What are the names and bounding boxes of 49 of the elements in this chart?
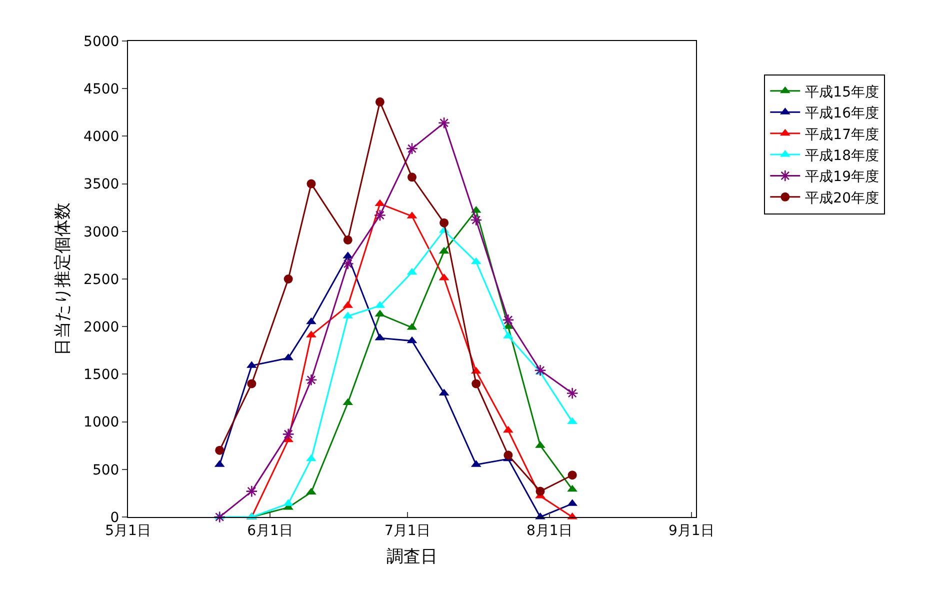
legend-label: 平成15年度 [805, 84, 879, 100]
point [374, 209, 386, 222]
y-tick-label: 1000 [84, 414, 120, 431]
x-tick-label: 5月1日 [105, 522, 151, 539]
point [440, 218, 449, 228]
legend-label: 平成20年度 [805, 190, 879, 206]
y-tick-label: 4500 [84, 82, 120, 98]
point [502, 314, 514, 326]
legend-label: 平成16年度 [805, 106, 879, 122]
point [284, 274, 293, 284]
point [504, 450, 513, 460]
y-tick-label: 4000 [84, 129, 120, 146]
point [536, 486, 545, 496]
x-tick-label: 7月1日 [384, 522, 430, 539]
point [568, 470, 577, 480]
point [305, 374, 318, 386]
y-tick-label: 1500 [84, 367, 120, 384]
point [306, 317, 316, 324]
point [343, 235, 352, 244]
point [247, 379, 256, 388]
point [406, 142, 418, 155]
y-tick-label: 3500 [84, 176, 120, 193]
x-tick-label: 9月1日 [668, 522, 714, 539]
legend-label: 平成19年度 [805, 169, 879, 186]
point [282, 428, 294, 440]
y-tick-label: 500 [92, 462, 120, 478]
point [534, 364, 546, 376]
x-tick-label: 8月1日 [526, 522, 572, 539]
point [214, 510, 226, 524]
y-tick-label: 2500 [84, 272, 120, 288]
legend-label: 平成17年度 [805, 126, 879, 143]
point [306, 179, 316, 188]
y-axis-title: 日当たり推定個体数 [53, 202, 74, 356]
x-axis-title: 調査日 [386, 547, 438, 568]
y-tick-label: 2000 [84, 320, 120, 336]
point [408, 172, 416, 182]
point [306, 454, 316, 462]
point [375, 97, 384, 106]
legend-label: 平成18年度 [805, 148, 879, 164]
y-tick-label: 3000 [84, 224, 120, 240]
point [566, 387, 578, 400]
point [438, 116, 450, 129]
x-tick-label: 6月1日 [247, 522, 293, 539]
y-tick-label: 5000 [84, 34, 120, 50]
point [342, 258, 354, 270]
point [472, 379, 481, 388]
point [470, 214, 482, 226]
point [246, 485, 258, 498]
point [215, 446, 224, 455]
